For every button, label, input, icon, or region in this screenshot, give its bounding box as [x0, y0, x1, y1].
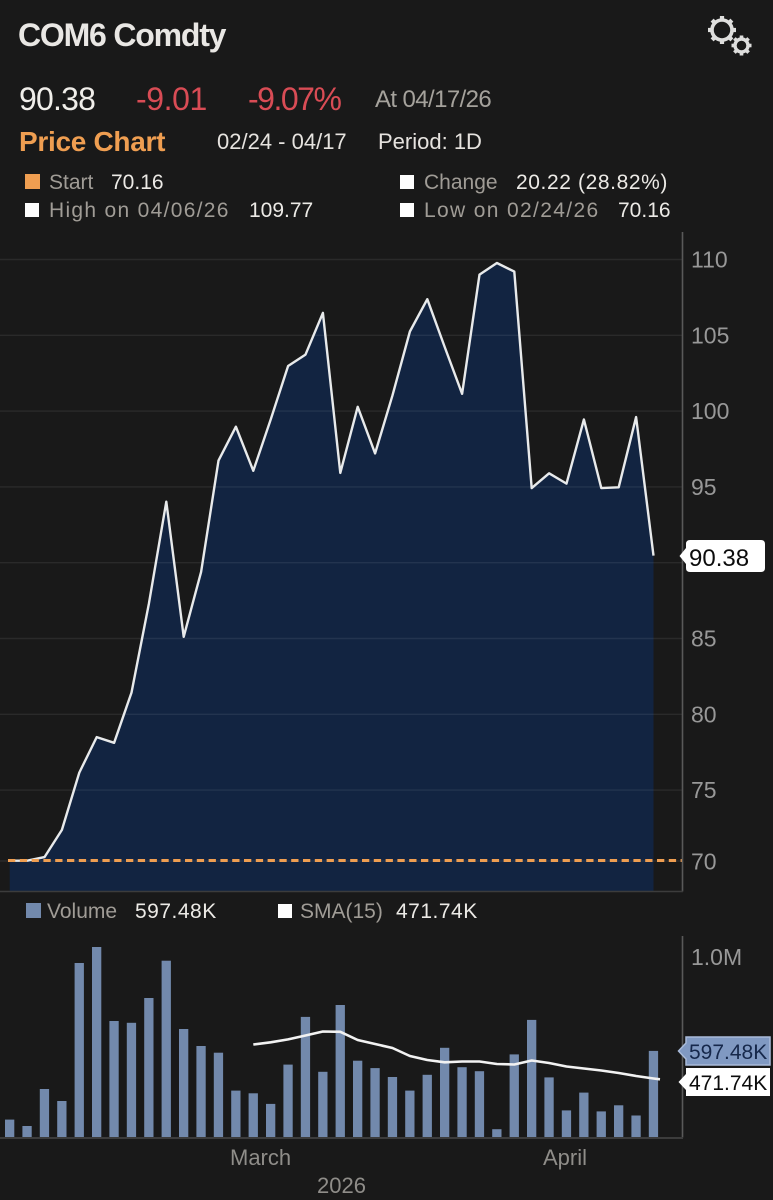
svg-text:95: 95	[691, 474, 717, 500]
svg-text:105: 105	[691, 322, 729, 348]
svg-text:80: 80	[691, 701, 717, 727]
svg-text:1.0M: 1.0M	[691, 944, 742, 970]
svg-text:75: 75	[691, 777, 717, 803]
svg-text:110: 110	[691, 247, 728, 273]
svg-text:85: 85	[691, 626, 717, 652]
svg-text:100: 100	[691, 398, 729, 424]
svg-text:90.38: 90.38	[689, 545, 749, 572]
svg-text:597.48K: 597.48K	[689, 1041, 767, 1064]
svg-text:70: 70	[691, 848, 717, 874]
svg-text:471.74K: 471.74K	[689, 1072, 767, 1095]
